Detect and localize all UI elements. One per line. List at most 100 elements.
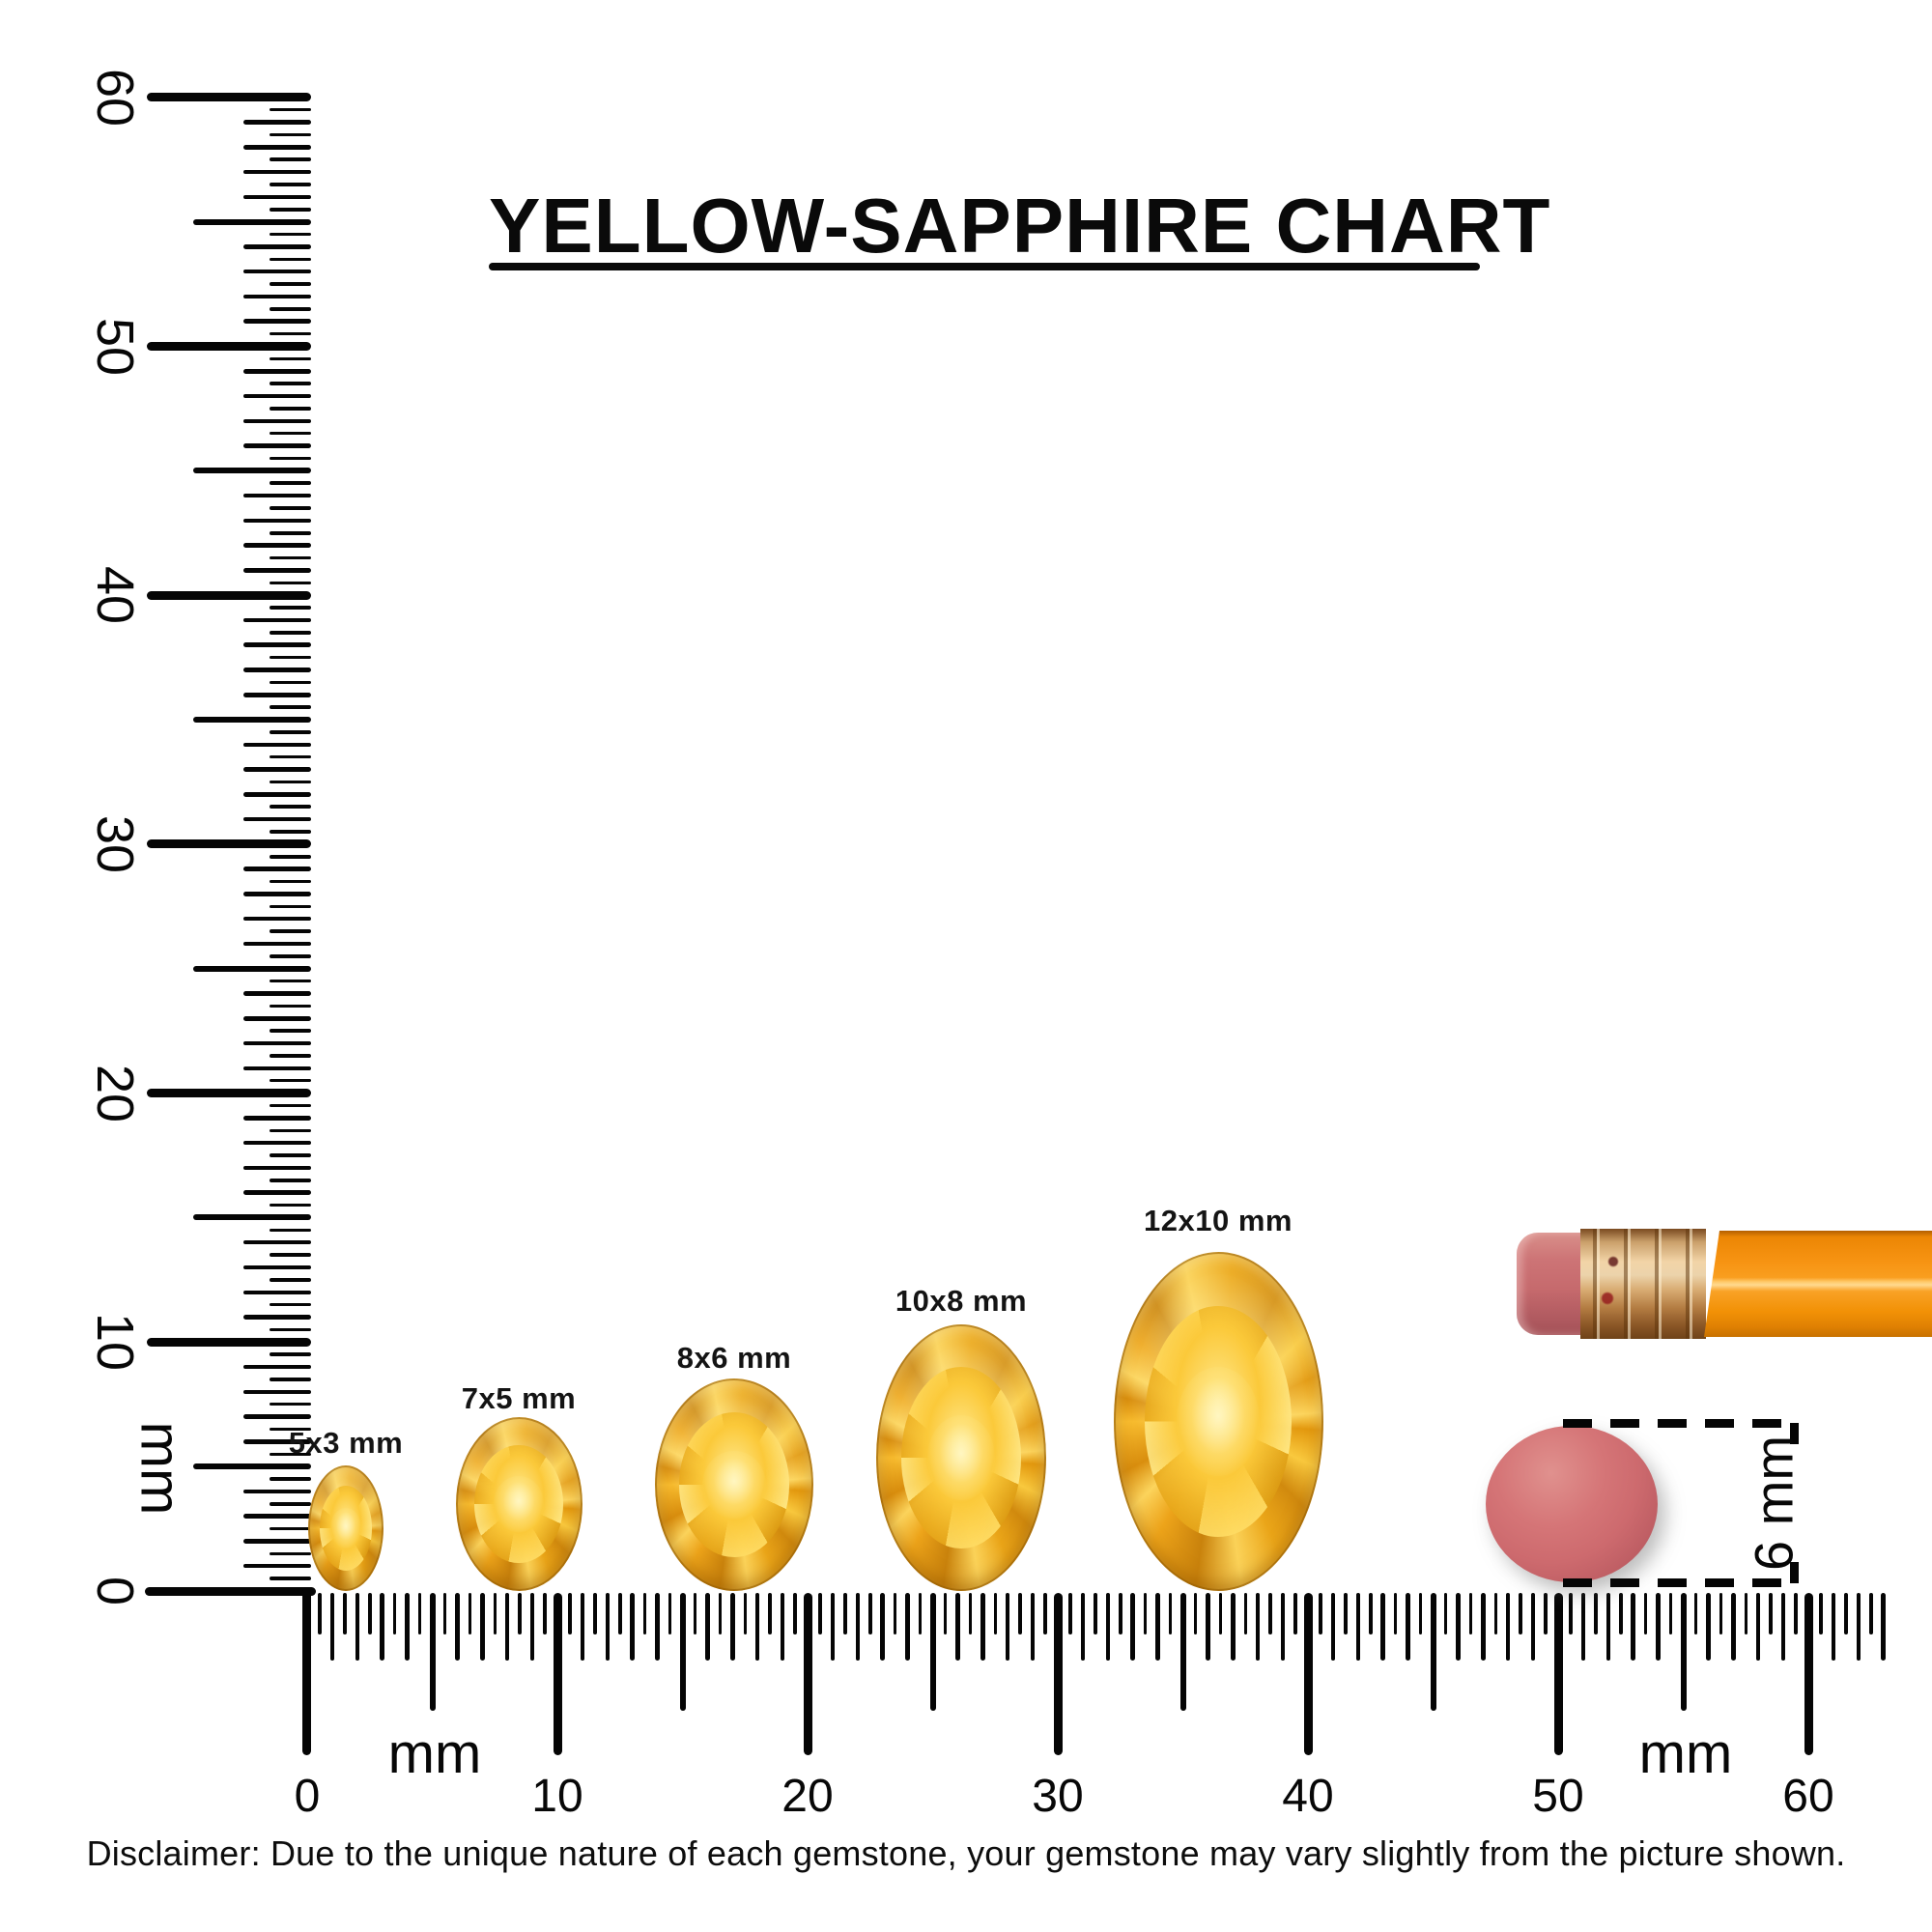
vertical-ruler-tick [243, 443, 311, 448]
measure-dashed-line-bottom [1563, 1578, 1799, 1587]
pencil-eraser [1517, 1233, 1584, 1335]
vertical-ruler-tick [270, 132, 311, 137]
horizontal-ruler-tick [355, 1593, 360, 1661]
horizontal-ruler-tick [1094, 1593, 1097, 1634]
vertical-ruler-tick [243, 916, 311, 922]
vertical-ruler-tick [270, 1228, 311, 1233]
vertical-ruler-tick [243, 892, 311, 896]
horizontal-ruler-tick [1780, 1593, 1786, 1661]
vertical-ruler-tick [270, 979, 311, 983]
vertical-ruler-tick [243, 1514, 311, 1519]
vertical-ruler-tick [270, 257, 311, 262]
vertical-ruler-tick [243, 418, 311, 424]
horizontal-ruler-tick [605, 1593, 611, 1661]
vertical-ruler-tick [243, 244, 311, 249]
horizontal-ruler-tick [1119, 1593, 1122, 1634]
horizontal-ruler-tick [1155, 1593, 1160, 1661]
horizontal-ruler-tick [1643, 1593, 1648, 1634]
horizontal-ruler-tick [1218, 1593, 1223, 1634]
vertical-ruler-tick [270, 157, 311, 161]
vertical-ruler-number: 10 [86, 1313, 144, 1372]
vertical-ruler-tick [243, 1016, 311, 1021]
horizontal-ruler-tick [1243, 1593, 1247, 1634]
vertical-ruler-tick [270, 356, 311, 361]
vertical-ruler-tick [193, 1463, 311, 1470]
vertical-ruler-tick [270, 1427, 311, 1432]
vertical-ruler-tick [243, 742, 311, 748]
horizontal-ruler-tick [893, 1593, 897, 1634]
horizontal-ruler-tick [768, 1593, 772, 1634]
horizontal-ruler-tick [803, 1593, 812, 1755]
vertical-ruler-tick [270, 830, 311, 834]
vertical-ruler-tick [147, 1089, 311, 1098]
vertical-ruler-tick [243, 693, 311, 697]
vertical-ruler-tick [270, 879, 311, 884]
horizontal-ruler-tick [730, 1593, 735, 1661]
horizontal-ruler-tick [380, 1593, 384, 1661]
vertical-ruler-tick [243, 816, 311, 822]
vertical-ruler-tick [270, 1402, 311, 1406]
eraser-measure-label: 6 mm [1743, 1435, 1804, 1571]
vertical-ruler-tick [243, 991, 311, 996]
vertical-ruler-tick [270, 954, 311, 958]
vertical-ruler-tick [270, 1577, 311, 1580]
horizontal-ruler-tick [943, 1593, 948, 1634]
horizontal-ruler-tick [1255, 1593, 1261, 1661]
ruler-corner-vertical-bar [302, 1587, 311, 1755]
vertical-ruler-tick [270, 481, 311, 485]
horizontal-ruler-tick [1569, 1593, 1573, 1634]
vertical-ruler-tick [243, 269, 311, 274]
horizontal-ruler-tick [868, 1593, 872, 1634]
horizontal-ruler-tick [1553, 1593, 1563, 1755]
vertical-ruler-tick [270, 631, 311, 635]
disclaimer-text: Disclaimer: Due to the unique nature of … [86, 1833, 1846, 1873]
horizontal-ruler-tick [1179, 1593, 1186, 1711]
horizontal-ruler-tick [1594, 1593, 1598, 1634]
horizontal-ruler-tick [329, 1593, 335, 1661]
gem-size-label: 8x6 mm [676, 1341, 792, 1375]
vertical-ruler-number: 0 [86, 1576, 144, 1606]
horizontal-ruler-tick [743, 1593, 747, 1634]
horizontal-ruler-tick [679, 1593, 686, 1711]
vertical-ruler-tick [243, 1364, 311, 1370]
vertical-ruler-tick [193, 468, 311, 474]
vertical-ruler-tick [270, 382, 311, 385]
gem-oval-12x10mm [1113, 1252, 1323, 1591]
horizontal-ruler-tick [955, 1593, 960, 1661]
horizontal-ruler-tick [1430, 1593, 1436, 1711]
vertical-ruler-tick [270, 1302, 311, 1307]
vertical-ruler-tick [270, 107, 311, 112]
vertical-ruler-tick [270, 331, 311, 336]
vertical-ruler-tick [243, 1489, 311, 1494]
vertical-ruler-tick [243, 369, 311, 374]
horizontal-ruler-tick [1105, 1593, 1111, 1661]
vertical-ruler-tick [243, 1315, 311, 1320]
vertical-ruler-tick [147, 342, 311, 351]
horizontal-ruler-tick [1856, 1593, 1861, 1661]
horizontal-ruler-tick [642, 1593, 647, 1634]
horizontal-ruler-tick [1206, 1593, 1210, 1661]
vertical-ruler-tick [270, 929, 311, 933]
vertical-ruler-tick [243, 1539, 311, 1544]
horizontal-ruler-tick [1605, 1593, 1611, 1661]
vertical-ruler-tick [243, 145, 311, 150]
horizontal-ruler-tick [1493, 1593, 1497, 1634]
vertical-ruler-number: 30 [86, 814, 144, 873]
vertical-ruler-tick [243, 941, 311, 947]
horizontal-ruler-tick [618, 1593, 622, 1634]
vertical-ruler-tick [270, 1054, 311, 1058]
horizontal-ruler-tick [1330, 1593, 1336, 1661]
vertical-ruler-tick [193, 965, 311, 972]
vertical-ruler-number: 60 [86, 68, 144, 127]
horizontal-ruler-number: 10 [531, 1771, 583, 1822]
vertical-ruler-tick [243, 1190, 311, 1195]
vertical-ruler-tick [270, 730, 311, 734]
horizontal-ruler-tick [1443, 1593, 1448, 1634]
horizontal-ruler-tick [655, 1593, 660, 1661]
horizontal-ruler-tick [1380, 1593, 1385, 1661]
horizontal-ruler-tick [1418, 1593, 1423, 1634]
vertical-ruler-tick [270, 1179, 311, 1182]
horizontal-ruler-tick [1231, 1593, 1236, 1661]
horizontal-ruler-tick [1018, 1593, 1022, 1634]
